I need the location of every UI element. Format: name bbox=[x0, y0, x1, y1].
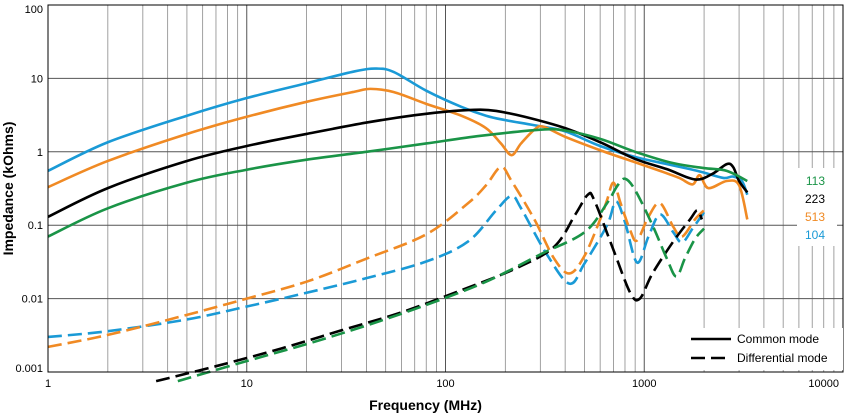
series-line-113-differential bbox=[177, 177, 706, 383]
y-tick-label: 0.1 bbox=[28, 220, 43, 232]
series-line-223-differential bbox=[155, 191, 704, 383]
part-label-113: 113 bbox=[806, 174, 825, 188]
series-line-113-common bbox=[47, 127, 748, 238]
legend-label-differential: Differential mode bbox=[737, 351, 828, 365]
y-tick-label: 100 bbox=[25, 4, 43, 16]
series-line-104-common bbox=[47, 67, 749, 196]
series-line-513-common bbox=[47, 87, 749, 220]
part-label-223: 223 bbox=[805, 192, 825, 206]
y-axis-title: Impedance (kOhms) bbox=[0, 122, 16, 256]
series-lines bbox=[47, 67, 749, 383]
legend-label-common: Common mode bbox=[737, 332, 819, 346]
x-tick-label: 1 bbox=[45, 378, 51, 390]
part-labels-box bbox=[797, 168, 837, 246]
plot-frame bbox=[47, 4, 844, 373]
part-label-104: 104 bbox=[805, 228, 825, 242]
x-tick-label: 10000 bbox=[808, 378, 839, 390]
x-tick-label: 100 bbox=[436, 378, 454, 390]
series-line-223-common bbox=[47, 108, 749, 219]
y-tick-label: 0.01 bbox=[22, 294, 43, 306]
y-tick-label: 10 bbox=[31, 73, 43, 85]
tick-labels: 1 10 100 1000 10000 0.001 0.01 0.1 1 10 100 bbox=[15, 4, 839, 390]
x-axis-title: Frequency (MHz) bbox=[369, 397, 482, 413]
grid bbox=[47, 4, 843, 373]
legend-box bbox=[683, 328, 843, 370]
part-label-513: 513 bbox=[805, 210, 825, 224]
x-tick-label: 1000 bbox=[632, 378, 656, 390]
legend: Common mode Differential mode bbox=[683, 328, 843, 370]
part-labels: 113 223 513 104 bbox=[797, 168, 837, 246]
series-line-104-differential bbox=[47, 194, 706, 339]
y-tick-label: 0.001 bbox=[15, 363, 43, 375]
y-tick-label: 1 bbox=[37, 147, 43, 159]
x-tick-label: 10 bbox=[241, 378, 253, 390]
series-line-513-differential bbox=[47, 165, 706, 349]
